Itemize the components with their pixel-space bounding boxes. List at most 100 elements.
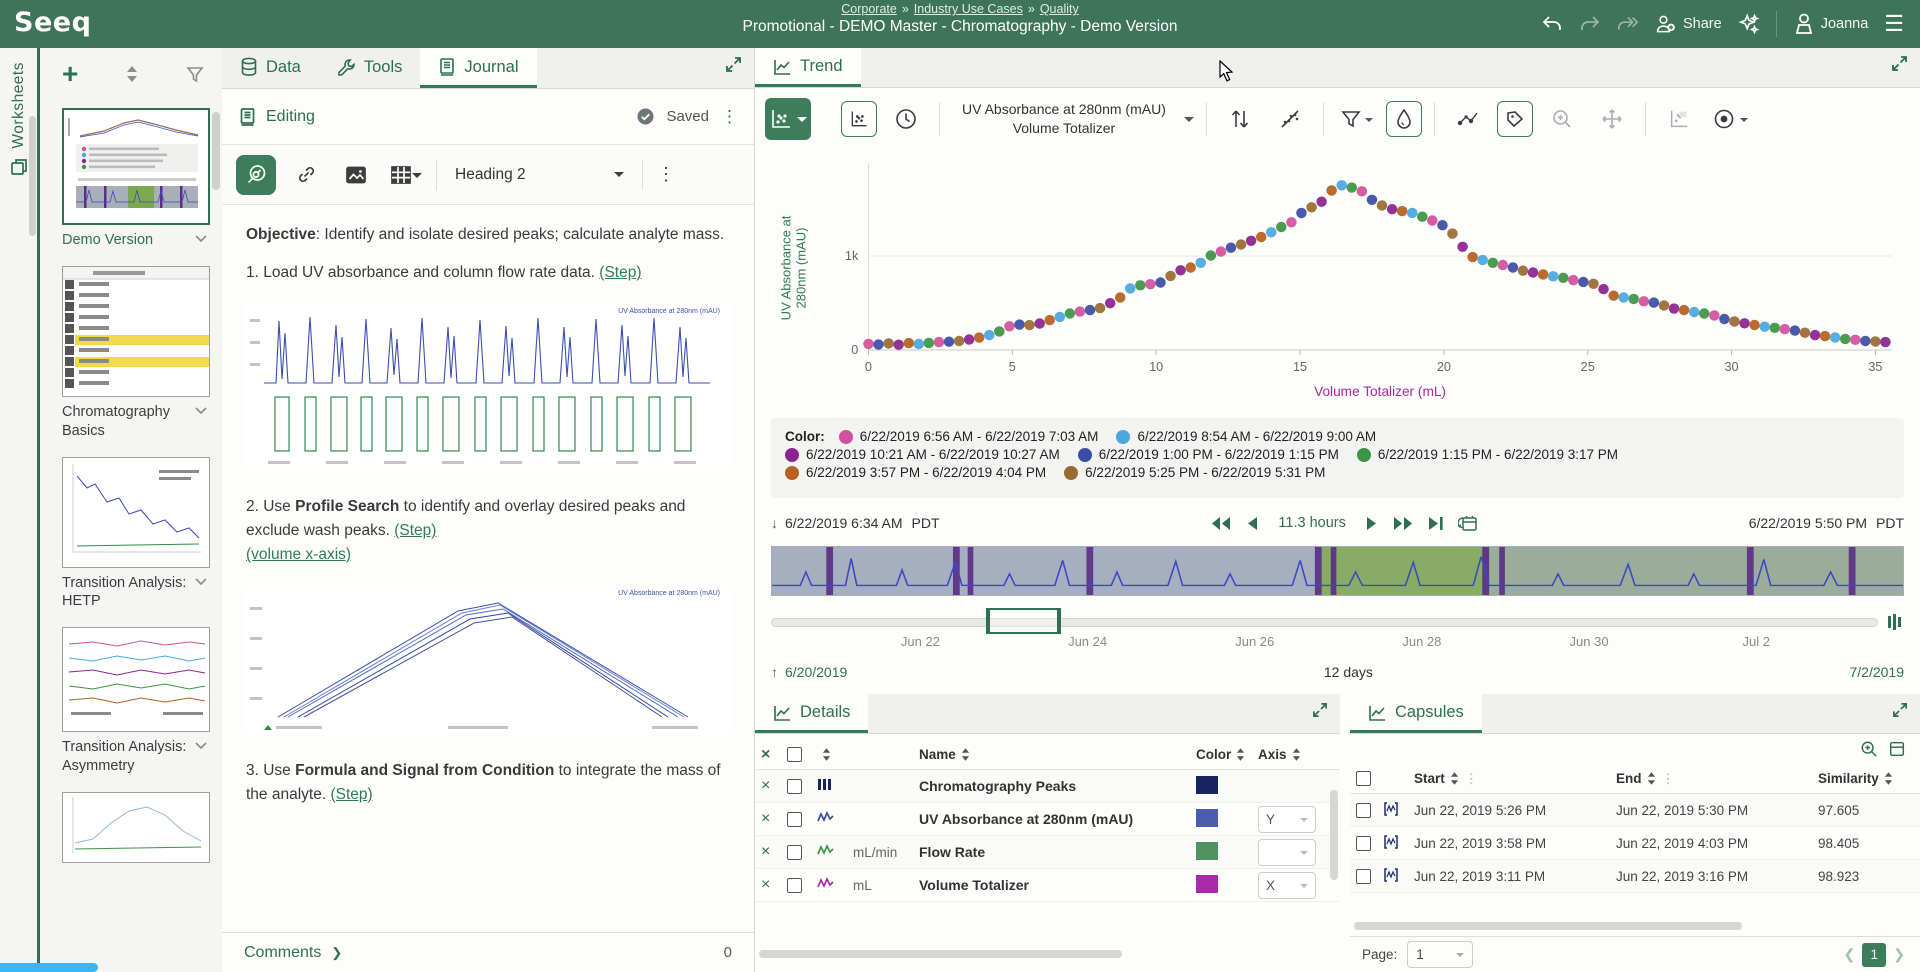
worksheet-item[interactable]: Transition Analysis: HETP (62, 456, 210, 612)
signal-pair-selector[interactable]: UV Absorbance at 280nm (mAU) Volume Tota… (952, 100, 1176, 138)
sort-axis-button[interactable] (1219, 98, 1261, 140)
add-worksheet-button[interactable]: + (62, 58, 79, 89)
volume-x-axis-link[interactable]: (volume x-axis) (246, 546, 352, 564)
legend-entry[interactable]: 6/22/2019 10:21 AM - 6/22/2019 10:27 AM (785, 447, 1060, 462)
redo-icon[interactable] (1579, 13, 1601, 35)
col-name[interactable]: Name (919, 747, 1196, 762)
worksheets-scrollbar[interactable] (212, 112, 220, 190)
color-swatch[interactable] (1196, 808, 1218, 827)
step-forward-fast-icon[interactable] (1392, 516, 1414, 531)
axis-select[interactable]: X (1258, 871, 1316, 899)
legend-entry[interactable]: 6/22/2019 3:57 PM - 6/22/2019 4:04 PM (785, 465, 1046, 480)
journal-content[interactable]: Objective: Identify and isolate desired … (222, 205, 754, 932)
minimap-scatter-button[interactable] (1658, 98, 1700, 140)
auto-update-icon[interactable] (1457, 514, 1478, 532)
worksheet-thumbnail[interactable] (62, 265, 210, 397)
time-mode-button[interactable] (885, 98, 927, 140)
breadcrumb-link[interactable]: Industry Use Cases (913, 2, 1023, 16)
breadcrumb-link[interactable]: Quality (1039, 2, 1079, 16)
share-button[interactable]: Share (1655, 13, 1722, 35)
next-page-icon[interactable]: ❯ (1893, 946, 1905, 962)
scatter-plot-button[interactable] (841, 101, 877, 137)
user-menu[interactable]: Joanna (1793, 13, 1868, 35)
name-cell[interactable]: Volume Totalizer (919, 877, 1029, 893)
worksheet-thumbnail[interactable] (62, 108, 210, 225)
rail-scrollbar[interactable] (29, 116, 36, 236)
select-all-checkbox[interactable] (787, 747, 802, 762)
step-back-fast-icon[interactable] (1210, 516, 1232, 531)
capsule-region-icon[interactable] (1888, 740, 1906, 758)
chevron-down-icon[interactable] (194, 406, 208, 415)
link-icon[interactable] (286, 155, 326, 195)
redo-all-icon[interactable] (1617, 13, 1639, 35)
labels-button[interactable] (1496, 101, 1533, 137)
zoom-to-capsule-icon[interactable] (1860, 740, 1878, 758)
name-cell[interactable]: Chromatography Peaks (919, 778, 1077, 794)
details-expand-icon[interactable] (1312, 702, 1328, 723)
remove-item-button[interactable]: × (761, 843, 771, 860)
breadcrumb-link[interactable]: Corporate (841, 2, 897, 16)
col-start[interactable]: Start ⋮ (1414, 770, 1478, 786)
worksheet-item[interactable]: Chromatography Basics (62, 265, 210, 441)
slider-handle[interactable] (986, 608, 1062, 634)
remove-item-button[interactable]: × (761, 777, 771, 794)
capsule-row[interactable]: Jun 22, 2019 5:26 PM Jun 22, 2019 5:30 PM… (1350, 794, 1920, 827)
worksheet-item[interactable] (62, 791, 210, 863)
comments-toggle[interactable]: Comments ❯ (244, 944, 342, 962)
density-plot-button[interactable] (1385, 101, 1422, 137)
chevron-down-icon[interactable] (194, 741, 208, 750)
image-icon[interactable] (336, 155, 376, 195)
journal-expand-icon[interactable] (725, 56, 742, 78)
details-row[interactable]: × UV Absorbance at 280nm (mAU) Y (755, 803, 1340, 836)
col-axis[interactable]: Axis (1258, 747, 1334, 762)
trend-expand-icon[interactable] (1891, 55, 1908, 77)
current-page[interactable]: 1 (1862, 942, 1887, 967)
color-swatch[interactable] (1196, 874, 1218, 893)
col-similarity[interactable]: Similarity (1818, 771, 1914, 786)
worksheet-item[interactable]: Demo Version (62, 108, 210, 250)
legend-entry[interactable]: 6/22/2019 1:00 PM - 6/22/2019 1:15 PM (1077, 447, 1339, 462)
row-checkbox[interactable] (787, 778, 802, 794)
details-vscrollbar[interactable] (1330, 790, 1338, 880)
legend-entry[interactable]: 6/22/2019 1:15 PM - 6/22/2019 3:17 PM (1356, 447, 1618, 462)
chevron-down-icon[interactable] (194, 234, 208, 243)
axis-select[interactable] (1258, 838, 1316, 866)
duration-label[interactable]: 11.3 hours (1278, 515, 1346, 531)
tab-trend[interactable]: Trend (755, 48, 861, 87)
trend-minimap[interactable] (771, 546, 1904, 596)
page-select[interactable]: 1 (1407, 941, 1474, 968)
capsule-row[interactable]: Jun 22, 2019 3:58 PM Jun 22, 2019 4:03 PM… (1350, 827, 1920, 860)
details-hscrollbar[interactable] (759, 950, 1122, 958)
view-mode-button[interactable] (765, 98, 811, 140)
filter-button[interactable] (1336, 98, 1378, 140)
journal-kebab-menu[interactable]: ⋮ (721, 106, 738, 126)
select-all-checkbox[interactable] (1356, 771, 1371, 786)
sort-worksheets-icon[interactable] (124, 65, 140, 83)
axis-select[interactable]: Y (1258, 805, 1316, 833)
insert-seeq-link-button[interactable] (236, 154, 276, 195)
step-forward-icon[interactable] (1366, 516, 1378, 531)
tab-data[interactable]: Data (222, 48, 319, 88)
remove-all-button[interactable]: × (761, 745, 771, 763)
tab-journal[interactable]: Journal (420, 48, 537, 88)
trendline-button[interactable] (1269, 98, 1311, 140)
color-swatch[interactable] (1196, 841, 1218, 860)
capsules-expand-icon[interactable] (1892, 702, 1908, 723)
remove-item-button[interactable]: × (761, 876, 771, 893)
legend-entry[interactable]: 6/22/2019 6:56 AM - 6/22/2019 7:03 AM (838, 429, 1098, 444)
connected-points-button[interactable] (1447, 98, 1489, 140)
name-cell[interactable]: Flow Rate (919, 844, 986, 860)
step2-link[interactable]: (Step) (394, 522, 437, 540)
col-color[interactable]: Color (1196, 747, 1258, 762)
row-checkbox[interactable] (1356, 835, 1371, 851)
ai-sparkles-icon[interactable] (1738, 13, 1760, 35)
row-checkbox[interactable] (1356, 802, 1371, 818)
hamburger-menu-icon[interactable]: ☰ (1884, 11, 1904, 36)
legend-entry[interactable]: 6/22/2019 5:25 PM - 6/22/2019 5:31 PM (1064, 465, 1325, 480)
seeq-logo[interactable]: Seeq (14, 6, 92, 38)
worksheet-item[interactable]: Transition Analysis: Asymmetry (62, 627, 210, 776)
slider-track[interactable] (771, 618, 1878, 627)
details-row[interactable]: × Chromatography Peaks (755, 770, 1340, 803)
chevron-down-icon[interactable] (194, 577, 208, 586)
remove-item-button[interactable]: × (761, 810, 771, 827)
